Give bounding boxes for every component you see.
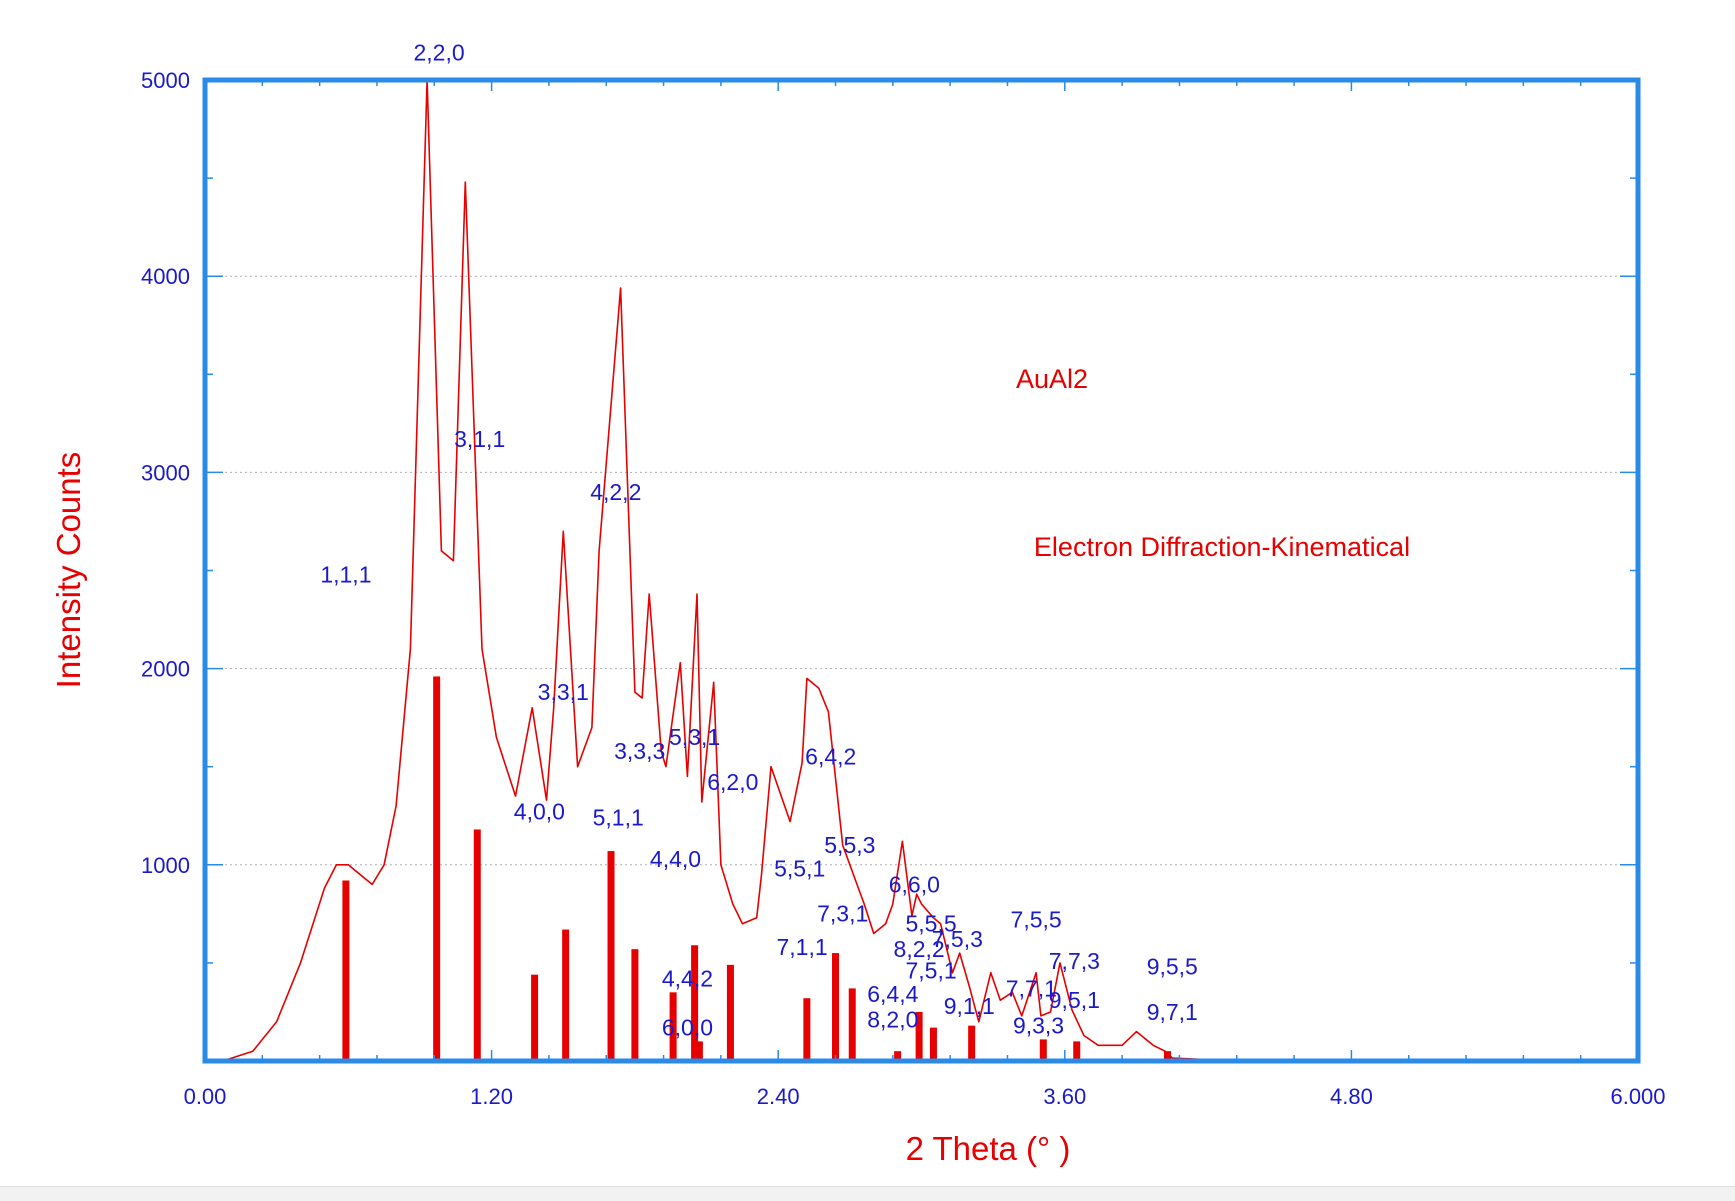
compound-annotation: AuAl2 xyxy=(1016,364,1088,394)
reflection-bar xyxy=(803,998,811,1061)
reflection-bar xyxy=(832,953,840,1061)
peak-label: 7,5,1 xyxy=(905,958,956,984)
x-tick-label: 6.000 xyxy=(1610,1084,1665,1109)
peak-label: 9,5,1 xyxy=(1049,987,1100,1013)
reflection-bar xyxy=(669,992,677,1061)
y-tick-label: 1000 xyxy=(141,853,190,878)
window-bottom-strip xyxy=(0,1186,1735,1201)
peak-label: 5,5,5 xyxy=(905,911,956,937)
reflection-bar xyxy=(562,929,570,1061)
plot-background xyxy=(205,80,1638,1061)
y-tick-label: 2000 xyxy=(141,657,190,682)
peak-label: 7,5,3 xyxy=(932,926,983,952)
peak-label: 5,5,1 xyxy=(774,856,825,882)
peak-label: 5,5,3 xyxy=(824,832,875,858)
peak-label: 3,3,3 xyxy=(614,738,665,764)
reflection-bar xyxy=(631,949,639,1061)
peak-label: 1,1,1 xyxy=(320,561,371,587)
peak-label: 6,4,2 xyxy=(805,744,856,770)
peak-label: 7,3,1 xyxy=(817,901,868,927)
reflection-bar xyxy=(691,945,699,1061)
reflection-bar xyxy=(929,1027,937,1061)
x-tick-label: 0.00 xyxy=(184,1084,227,1109)
reflection-bar xyxy=(968,1025,976,1061)
x-tick-label: 4.80 xyxy=(1330,1084,1373,1109)
peak-label: 2,2,0 xyxy=(413,39,464,65)
peak-label: 7,7,1 xyxy=(1006,975,1057,1001)
x-tick-label: 2.40 xyxy=(757,1084,800,1109)
reflection-bar xyxy=(531,974,539,1061)
peak-label: 9,7,1 xyxy=(1147,999,1198,1025)
peak-label: 7,7,3 xyxy=(1049,948,1100,974)
peak-label: 7,1,1 xyxy=(777,934,828,960)
reflection-bar xyxy=(1073,1041,1081,1061)
peak-label: 3,3,1 xyxy=(538,679,589,705)
profile-line xyxy=(204,79,1352,1062)
x-tick-label: 1.20 xyxy=(470,1084,513,1109)
y-tick-label: 3000 xyxy=(141,460,190,485)
y-tick-labels: 1000 2000 3000 4000 5000 xyxy=(141,68,190,878)
peak-label: 4,2,2 xyxy=(590,479,641,505)
y-tick-label: 5000 xyxy=(141,68,190,93)
peak-label: 8,2,0 xyxy=(867,1007,918,1033)
peak-label: 7,5,5 xyxy=(1011,907,1062,933)
y-tick-label: 4000 xyxy=(141,264,190,289)
reflection-bar xyxy=(1039,1039,1047,1061)
reflection-bar xyxy=(433,676,441,1061)
peak-label: 6,6,0 xyxy=(889,871,940,897)
peak-label: 3,1,1 xyxy=(454,426,505,452)
axis-ticks xyxy=(204,79,1639,1062)
peak-label: 4,4,0 xyxy=(650,846,701,872)
reflection-bar xyxy=(342,880,350,1061)
peak-label: 4,0,0 xyxy=(514,799,565,825)
x-tick-label: 3.60 xyxy=(1043,1084,1086,1109)
peak-label: 6,4,4 xyxy=(867,981,918,1007)
peak-label: 5,1,1 xyxy=(593,805,644,831)
y-axis-title: Intensity Counts xyxy=(50,452,87,689)
peak-label: 9,5,5 xyxy=(1147,954,1198,980)
intensity-profile xyxy=(204,79,1352,1062)
peak-label: 8,2,2 xyxy=(894,936,945,962)
method-annotation: Electron Diffraction-Kinematical xyxy=(1034,532,1410,562)
x-axis-title: 2 Theta (° ) xyxy=(906,1130,1071,1167)
peak-label: 5,3,1 xyxy=(669,724,720,750)
peak-label: 4,4,2 xyxy=(662,965,713,991)
reflection-bars xyxy=(342,676,1171,1061)
reflection-bar xyxy=(915,1011,923,1061)
reflection-bar xyxy=(1163,1051,1171,1061)
peak-label: 9,3,3 xyxy=(1013,1013,1064,1039)
reflection-bar xyxy=(473,829,481,1061)
reflection-bar xyxy=(607,851,615,1061)
reflection-bar xyxy=(894,1051,902,1061)
reflection-bar xyxy=(695,1041,703,1061)
reflection-bar xyxy=(726,964,734,1061)
peak-label: 9,1,1 xyxy=(944,993,995,1019)
reflection-bar xyxy=(848,988,856,1061)
peak-labels: 2,2,0 3,1,1 1,1,1 4,2,2 3,3,1 3,3,35,3,1 6,2,0… xyxy=(320,39,1198,1040)
peak-label: 6,0,0 xyxy=(662,1014,713,1040)
x-tick-labels: 0.00 1.20 2.40 3.60 4.80 6.000 xyxy=(184,1084,1666,1109)
peak-label: 6,2,0 xyxy=(707,769,758,795)
